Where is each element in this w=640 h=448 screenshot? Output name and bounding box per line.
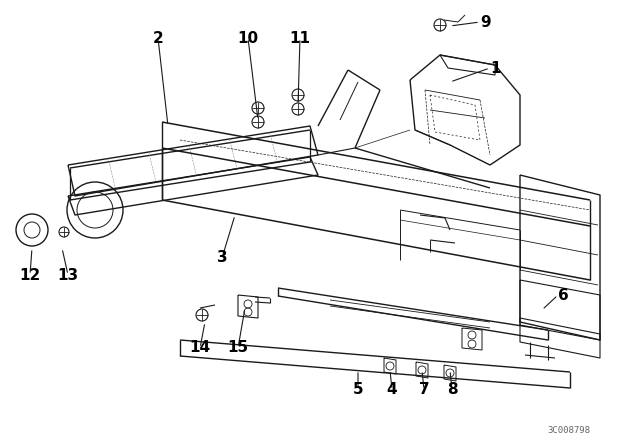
Text: 6: 6 [558, 288, 569, 302]
Text: 9: 9 [480, 14, 491, 30]
Text: 10: 10 [237, 30, 259, 46]
Text: 14: 14 [189, 340, 211, 356]
Text: 12: 12 [19, 267, 40, 283]
Text: 4: 4 [387, 383, 397, 397]
Text: 13: 13 [58, 267, 79, 283]
Text: 15: 15 [227, 340, 248, 356]
Text: 11: 11 [289, 30, 310, 46]
Text: 1: 1 [490, 60, 500, 76]
Text: 2: 2 [152, 30, 163, 46]
Text: 5: 5 [353, 383, 364, 397]
Text: 7: 7 [419, 383, 429, 397]
Text: 3: 3 [217, 250, 227, 266]
Text: 8: 8 [447, 383, 458, 397]
Text: 3C008798: 3C008798 [547, 426, 590, 435]
